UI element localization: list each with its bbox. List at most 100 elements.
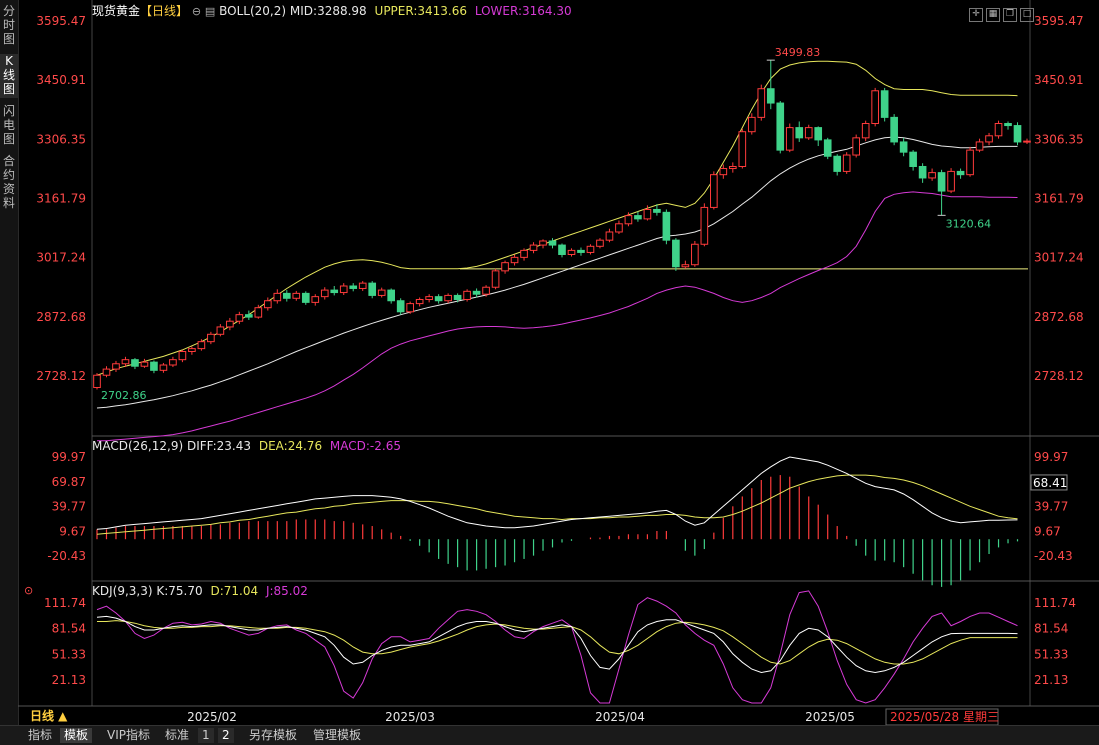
crosshair-icon[interactable]: ✛ xyxy=(969,8,983,22)
indicator-icon[interactable]: ▤ xyxy=(204,5,216,18)
candle-body xyxy=(567,249,576,255)
candle-body xyxy=(520,249,528,258)
candle-body xyxy=(558,244,566,255)
candle-body xyxy=(292,292,301,299)
candle-body xyxy=(320,289,329,298)
candle-body xyxy=(766,88,775,104)
candle-body xyxy=(757,88,766,118)
price-tick-label-right: 3161.79 xyxy=(1034,192,1084,206)
candle-body xyxy=(899,141,908,153)
price-tick-label-right: 3595.47 xyxy=(1034,14,1084,28)
candle-body xyxy=(434,296,443,302)
candle-body xyxy=(245,314,253,318)
candle-body xyxy=(861,123,870,139)
cursor-date-box xyxy=(885,708,999,725)
time-axis-label: 2025/02 xyxy=(187,710,237,724)
candle-body xyxy=(785,127,794,151)
candle-body xyxy=(510,256,519,264)
candle-body xyxy=(1004,123,1012,127)
kdj-settings-icon[interactable]: ⊙ xyxy=(24,584,34,597)
tab-template[interactable]: 模板 xyxy=(60,728,93,743)
grid-icon[interactable]: ▦ xyxy=(986,8,1000,22)
settings-icon[interactable]: ⊖ xyxy=(191,5,202,18)
candle-body xyxy=(994,123,1003,137)
macd-diff-line xyxy=(96,456,1018,530)
candle-body xyxy=(254,307,263,318)
tab-timeshare[interactable]: 分时图 xyxy=(2,4,15,46)
kdj-label: KDJ(9,3,3) xyxy=(92,584,153,598)
candle-body xyxy=(529,244,538,251)
macd-dea: DEA:24.76 xyxy=(258,439,323,453)
candle-body xyxy=(387,289,396,302)
macd-tick-label-right: 99.97 xyxy=(1034,450,1068,464)
tab-template-2[interactable]: 2 xyxy=(218,728,234,743)
candle-body xyxy=(178,350,187,361)
instrument-name: 现货黄金 xyxy=(92,4,141,18)
candle-body xyxy=(747,116,756,133)
candle-body xyxy=(738,131,747,167)
tab-vip-indicator[interactable]: VIP指标 xyxy=(107,728,150,742)
boll-label: BOLL(20,2) xyxy=(219,4,287,18)
cursor-date-label: 2025/05/28 星期三 xyxy=(890,710,999,724)
candle-body xyxy=(1013,125,1022,143)
tab-lightning[interactable]: 闪电图 xyxy=(2,104,15,146)
candle-body xyxy=(235,314,244,322)
candle-body xyxy=(453,294,462,301)
candle-body xyxy=(975,141,984,151)
period-button[interactable]: 日线 ▲ xyxy=(26,709,72,724)
price-tick-label-left: 3161.79 xyxy=(36,192,86,206)
boll-upper: UPPER:3413.66 xyxy=(374,4,468,18)
price-tick-label-left: 2728.12 xyxy=(36,369,86,383)
candle-body xyxy=(653,208,661,213)
time-axis-label: 2025/03 xyxy=(385,710,435,724)
macd-tick-label-left: 9.67 xyxy=(59,524,86,538)
boll-lower-line xyxy=(97,191,1018,442)
macd-dea-line xyxy=(96,474,1018,535)
candle-body xyxy=(121,359,130,365)
price-tick-label-left: 2872.68 xyxy=(36,310,86,324)
time-axis-label: 2025/05 xyxy=(805,710,855,724)
candle-body xyxy=(444,294,452,302)
bottom-toolbar: 日线 ▲ 指标 模板 VIP指标 标准 1 2 另存模板 管理模板 xyxy=(0,709,1099,745)
tab-standard[interactable]: 标准 xyxy=(165,728,190,742)
candle-body xyxy=(415,299,424,305)
kdj-tick-label-left: 111.74 xyxy=(44,596,86,610)
candle-body xyxy=(700,206,709,245)
candle-body xyxy=(330,289,339,294)
price-tick-label-right: 3017.24 xyxy=(1034,251,1084,265)
macd-tick-label-left: 39.77 xyxy=(52,500,86,514)
maximize-icon[interactable]: □ xyxy=(1020,8,1034,22)
kdj-tick-label-left: 81.54 xyxy=(52,622,86,636)
boll-mid: MID:3288.98 xyxy=(289,4,367,18)
kdj-header: KDJ(9,3,3) K:75.70 D:71.04 J:85.02 xyxy=(92,584,308,598)
candle-body xyxy=(425,296,433,301)
candle-body xyxy=(339,285,348,294)
candle-body xyxy=(140,361,149,367)
kdj-k-line xyxy=(96,615,1018,674)
candle-body xyxy=(406,303,414,313)
tab-contract-info[interactable]: 合约资料 xyxy=(2,154,15,210)
tab-template-1[interactable]: 1 xyxy=(198,728,214,743)
candle-body xyxy=(482,286,490,295)
macd-tick-label-left: -20.43 xyxy=(47,549,86,563)
macd-tick-label-right: 9.67 xyxy=(1034,524,1061,538)
candle-body xyxy=(131,359,139,367)
candle-body xyxy=(672,239,680,268)
macd-tick-label-left: 69.87 xyxy=(52,475,86,489)
chart-svg[interactable]: 3595.47 3595.47 3450.91 3450.91 3306.35 3306.… xyxy=(0,0,1099,725)
restore-icon[interactable]: ❐ xyxy=(1003,8,1017,22)
price-tick-label-right: 2728.12 xyxy=(1034,369,1084,383)
candle-body xyxy=(396,300,405,313)
tab-save-template[interactable]: 另存模板 xyxy=(249,728,298,742)
macd-value: MACD:-2.65 xyxy=(329,439,401,453)
candle-body xyxy=(947,170,955,192)
tab-indicator[interactable]: 指标 xyxy=(28,728,53,742)
candle-body xyxy=(112,363,120,370)
candle-body xyxy=(871,90,879,125)
candle-body xyxy=(539,240,547,246)
tab-manage-template[interactable]: 管理模板 xyxy=(313,728,362,742)
macd-tick-label-right: 39.77 xyxy=(1034,500,1068,514)
low-annotation: 3120.64 xyxy=(946,217,992,230)
